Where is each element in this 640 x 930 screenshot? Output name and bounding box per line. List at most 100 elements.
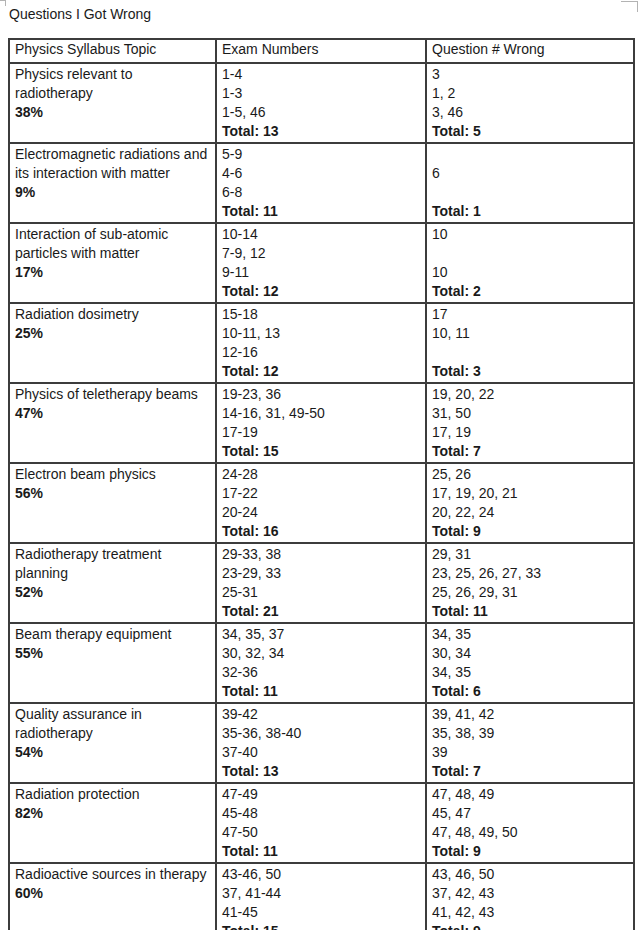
- exam-numbers-cell[interactable]: 1-4 1-3 1-5, 46 Total: 13: [216, 63, 426, 143]
- topic-percent: 38%: [15, 103, 211, 122]
- exam-numbers-cell[interactable]: 19-23, 36 14-16, 31, 49-50 17-19 Total: …: [216, 383, 426, 463]
- question-wrong-cell[interactable]: 34, 35 30, 34 34, 35 Total: 6: [426, 623, 634, 703]
- column-header-topic[interactable]: Physics Syllabus Topic: [9, 39, 216, 63]
- topic-cell[interactable]: Electron beam physics 56%: [9, 463, 216, 543]
- topic-text: Radioactive sources in therapy: [15, 865, 211, 884]
- topic-percent: 47%: [15, 404, 211, 423]
- topic-text: Beam therapy equipment: [15, 625, 211, 644]
- exam-numbers-line: 25-31: [222, 583, 421, 602]
- topic-cell[interactable]: Radioactive sources in therapy 60%: [9, 863, 216, 930]
- question-wrong-line: 19, 20, 22: [432, 385, 629, 404]
- question-wrong-cell[interactable]: 29, 31 23, 25, 26, 27, 33 25, 26, 29, 31…: [426, 543, 634, 623]
- topic-text: Radiation protection: [15, 785, 211, 804]
- question-wrong-total: Total: 2: [432, 282, 629, 301]
- exam-numbers-cell[interactable]: 15-18 10-11, 13 12-16 Total: 12: [216, 303, 426, 383]
- exam-numbers-line: 35-36, 38-40: [222, 724, 421, 743]
- question-wrong-cell[interactable]: 47, 48, 49 45, 47 47, 48, 49, 50 Total: …: [426, 783, 634, 863]
- question-wrong-total: Total: 9: [432, 922, 629, 930]
- topic-percent: 55%: [15, 644, 211, 663]
- questions-wrong-table: Physics Syllabus Topic Exam Numbers Ques…: [8, 38, 635, 930]
- page-corner-mark-top-left: [0, 0, 6, 6]
- document-page: Questions I Got Wrong Physics Syllabus T…: [0, 0, 640, 930]
- exam-numbers-line: 10-11, 13: [222, 324, 421, 343]
- question-wrong-line: 37, 42, 43: [432, 884, 629, 903]
- table-row: Interaction of sub-atomic particles with…: [9, 223, 634, 303]
- topic-cell[interactable]: Beam therapy equipment 55%: [9, 623, 216, 703]
- exam-numbers-cell[interactable]: 5-9 4-6 6-8 Total: 11: [216, 143, 426, 223]
- exam-numbers-line: 29-33, 38: [222, 545, 421, 564]
- question-wrong-line: [432, 183, 629, 202]
- question-wrong-line: 23, 25, 26, 27, 33: [432, 564, 629, 583]
- question-wrong-line: 30, 34: [432, 644, 629, 663]
- exam-numbers-cell[interactable]: 47-49 45-48 47-50 Total: 11: [216, 783, 426, 863]
- question-wrong-line: 43, 46, 50: [432, 865, 629, 884]
- topic-text: Radiotherapy treatment planning: [15, 545, 211, 583]
- question-wrong-cell[interactable]: 43, 46, 50 37, 42, 43 41, 42, 43 Total: …: [426, 863, 634, 930]
- exam-numbers-line: 41-45: [222, 903, 421, 922]
- exam-numbers-line: 6-8: [222, 183, 421, 202]
- question-wrong-cell[interactable]: 3 1, 2 3, 46 Total: 5: [426, 63, 634, 143]
- question-wrong-line: 25, 26: [432, 465, 629, 484]
- question-wrong-line: 39, 41, 42: [432, 705, 629, 724]
- table-row: Radiation protection 82% 47-49 45-48 47-…: [9, 783, 634, 863]
- topic-cell[interactable]: Radiation protection 82%: [9, 783, 216, 863]
- topic-percent: 54%: [15, 743, 211, 762]
- question-wrong-total: Total: 6: [432, 682, 629, 701]
- exam-numbers-line: 7-9, 12: [222, 244, 421, 263]
- topic-percent: 56%: [15, 484, 211, 503]
- question-wrong-line: 47, 48, 49: [432, 785, 629, 804]
- exam-numbers-cell[interactable]: 10-14 7-9, 12 9-11 Total: 12: [216, 223, 426, 303]
- exam-numbers-line: 30, 32, 34: [222, 644, 421, 663]
- question-wrong-cell[interactable]: 39, 41, 42 35, 38, 39 39 Total: 7: [426, 703, 634, 783]
- column-header-exam-numbers[interactable]: Exam Numbers: [216, 39, 426, 63]
- table-row: Physics of teletherapy beams 47% 19-23, …: [9, 383, 634, 463]
- question-wrong-cell[interactable]: 25, 26 17, 19, 20, 21 20, 22, 24 Total: …: [426, 463, 634, 543]
- question-wrong-total: Total: 11: [432, 602, 629, 621]
- column-header-question-wrong[interactable]: Question # Wrong: [426, 39, 634, 63]
- question-wrong-line: 34, 35: [432, 663, 629, 682]
- exam-numbers-cell[interactable]: 34, 35, 37 30, 32, 34 32-36 Total: 11: [216, 623, 426, 703]
- exam-numbers-line: 34, 35, 37: [222, 625, 421, 644]
- question-wrong-line: [432, 145, 629, 164]
- topic-cell[interactable]: Radiotherapy treatment planning 52%: [9, 543, 216, 623]
- topic-cell[interactable]: Physics of teletherapy beams 47%: [9, 383, 216, 463]
- topic-cell[interactable]: Electromagnetic radiations and its inter…: [9, 143, 216, 223]
- question-wrong-line: 17, 19: [432, 423, 629, 442]
- exam-numbers-total: Total: 12: [222, 362, 421, 381]
- topic-percent: 52%: [15, 583, 211, 602]
- exam-numbers-line: 17-19: [222, 423, 421, 442]
- topic-cell[interactable]: Interaction of sub-atomic particles with…: [9, 223, 216, 303]
- exam-numbers-line: 37-40: [222, 743, 421, 762]
- topic-cell[interactable]: Radiation dosimetry 25%: [9, 303, 216, 383]
- question-wrong-cell[interactable]: 19, 20, 22 31, 50 17, 19 Total: 7: [426, 383, 634, 463]
- question-wrong-total: Total: 9: [432, 842, 629, 861]
- page-title[interactable]: Questions I Got Wrong: [9, 5, 151, 24]
- question-wrong-total: Total: 7: [432, 442, 629, 461]
- exam-numbers-line: 20-24: [222, 503, 421, 522]
- exam-numbers-cell[interactable]: 24-28 17-22 20-24 Total: 16: [216, 463, 426, 543]
- topic-percent: 9%: [15, 183, 211, 202]
- question-wrong-total: Total: 3: [432, 362, 629, 381]
- topic-text: Radiation dosimetry: [15, 305, 211, 324]
- exam-numbers-line: 47-50: [222, 823, 421, 842]
- exam-numbers-cell[interactable]: 39-42 35-36, 38-40 37-40 Total: 13: [216, 703, 426, 783]
- exam-numbers-total: Total: 16: [222, 522, 421, 541]
- exam-numbers-total: Total: 13: [222, 762, 421, 781]
- question-wrong-cell[interactable]: 6 Total: 1: [426, 143, 634, 223]
- exam-numbers-line: 17-22: [222, 484, 421, 503]
- exam-numbers-line: 4-6: [222, 164, 421, 183]
- exam-numbers-cell[interactable]: 29-33, 38 23-29, 33 25-31 Total: 21: [216, 543, 426, 623]
- topic-text: Physics relevant to radiotherapy: [15, 65, 211, 103]
- question-wrong-cell[interactable]: 10 10 Total: 2: [426, 223, 634, 303]
- exam-numbers-cell[interactable]: 43-46, 50 37, 41-44 41-45 Total: 15: [216, 863, 426, 930]
- topic-text: Electromagnetic radiations and its inter…: [15, 145, 211, 183]
- topic-cell[interactable]: Quality assurance in radiotherapy 54%: [9, 703, 216, 783]
- question-wrong-line: 10, 11: [432, 324, 629, 343]
- question-wrong-cell[interactable]: 17 10, 11 Total: 3: [426, 303, 634, 383]
- page-corner-mark-top-right: [621, 1, 638, 12]
- exam-numbers-line: 37, 41-44: [222, 884, 421, 903]
- question-wrong-line: 20, 22, 24: [432, 503, 629, 522]
- exam-numbers-line: 32-36: [222, 663, 421, 682]
- topic-cell[interactable]: Physics relevant to radiotherapy 38%: [9, 63, 216, 143]
- question-wrong-line: 31, 50: [432, 404, 629, 423]
